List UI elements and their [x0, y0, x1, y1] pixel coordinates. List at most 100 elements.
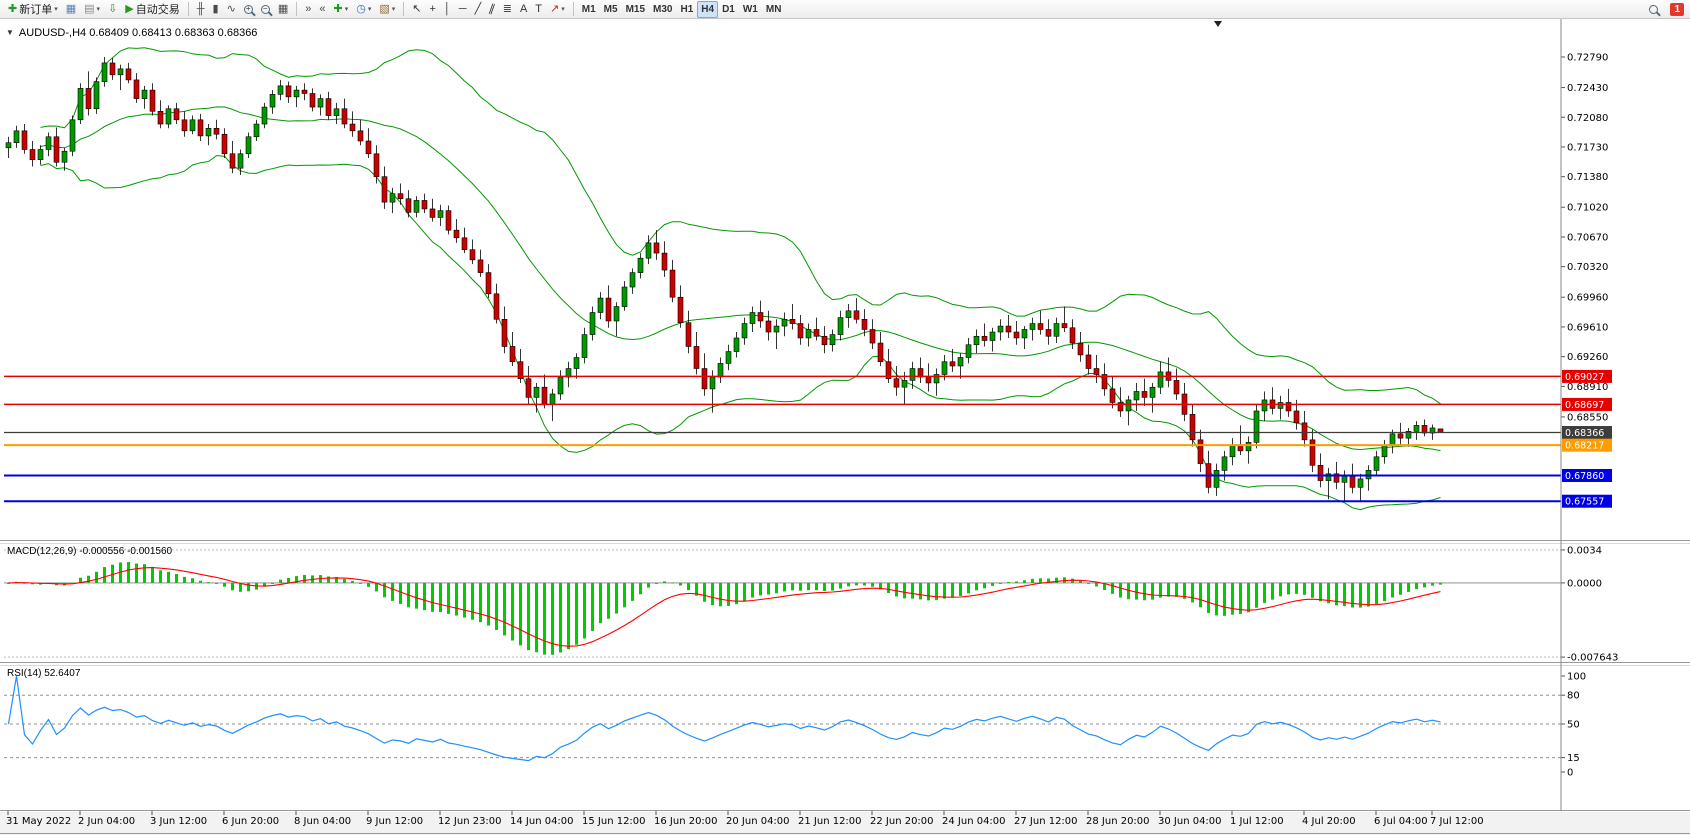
zoom-in-button[interactable]: + [240, 1, 257, 18]
chart-shift-icon: « [319, 2, 326, 15]
crosshair-button[interactable]: + [425, 1, 439, 18]
tf-d1[interactable]: D1 [718, 1, 739, 18]
profiles-icon: ▤ [84, 2, 95, 15]
svg-text:1 Jul 12:00: 1 Jul 12:00 [1230, 816, 1284, 827]
tf-d1-label: D1 [722, 3, 735, 15]
tf-mn-label: MN [765, 3, 782, 15]
svg-text:28 Jun 20:00: 28 Jun 20:00 [1086, 816, 1150, 827]
autotrading-play-icon: ▶ [125, 2, 134, 15]
svg-text:0.68366: 0.68366 [1565, 428, 1604, 439]
svg-text:15 Jun 12:00: 15 Jun 12:00 [582, 816, 646, 827]
svg-text:6 Jul 04:00: 6 Jul 04:00 [1374, 816, 1428, 827]
candlestick-icon: ▮ [212, 2, 219, 15]
channel-icon: ∥ [487, 1, 497, 16]
tf-h1[interactable]: H1 [676, 1, 697, 18]
caret-down-icon: ▾ [367, 6, 372, 13]
caret-down-icon: ▾ [344, 6, 349, 13]
new-order-button-label: 新订单 [19, 4, 53, 16]
trendline-button[interactable]: ╱ [471, 1, 486, 18]
candlestick-chart-button[interactable]: ▮ [209, 1, 223, 18]
macd-panel[interactable] [4, 549, 1561, 658]
svg-text:0.68550: 0.68550 [1567, 412, 1608, 423]
tf-m5-label: M5 [603, 3, 618, 15]
zoom-out-button[interactable]: − [257, 1, 274, 18]
svg-text:-0.007643: -0.007643 [1567, 653, 1618, 664]
svg-text:0.70670: 0.70670 [1567, 232, 1608, 243]
chart-shift-button[interactable]: « [315, 1, 329, 18]
cursor-button[interactable]: ↖ [408, 1, 425, 18]
chart-shift-marker[interactable] [1214, 21, 1222, 27]
vertical-line-button[interactable]: │ [440, 1, 455, 18]
periods-button[interactable]: ◷ ▾ [352, 1, 375, 18]
tf-h4-label: H4 [701, 3, 715, 15]
line-chart-icon: ∿ [226, 2, 236, 15]
svg-text:8 Jun 04:00: 8 Jun 04:00 [294, 816, 351, 827]
svg-text:0: 0 [1567, 768, 1573, 779]
one-click-trading-toggle[interactable]: ▼ [6, 28, 14, 37]
svg-text:0.72430: 0.72430 [1567, 83, 1608, 94]
svg-text:7 Jul 12:00: 7 Jul 12:00 [1430, 816, 1484, 827]
svg-text:0.0000: 0.0000 [1567, 578, 1602, 589]
svg-text:0.67557: 0.67557 [1565, 497, 1604, 508]
svg-text:0.70320: 0.70320 [1567, 262, 1608, 273]
autoscroll-button[interactable]: » [301, 1, 315, 18]
fibonacci-icon: ≣ [502, 2, 512, 15]
tf-m1-label: M1 [581, 3, 596, 15]
svg-text:80: 80 [1567, 691, 1580, 702]
templates-button[interactable]: ▧ ▾ [375, 1, 399, 18]
price-level-tag: 0.68217 [1562, 438, 1612, 452]
svg-text:0.71730: 0.71730 [1567, 142, 1608, 153]
tf-m5[interactable]: M5 [600, 1, 622, 18]
text-button[interactable]: A [516, 1, 531, 18]
tf-w1-label: W1 [742, 3, 758, 15]
svg-text:0.68910: 0.68910 [1567, 382, 1608, 393]
rsi-label: RSI(14) 52.6407 [7, 668, 81, 679]
toolbar-right: 1 [1645, 1, 1686, 18]
main-chart-panel[interactable] [4, 21, 1561, 511]
tf-m30[interactable]: M30 [649, 1, 676, 18]
periods-clock-icon: ◷ [356, 2, 366, 15]
search-button[interactable] [1645, 1, 1662, 18]
line-chart-button[interactable]: ∿ [223, 1, 240, 18]
price-scale[interactable]: 0.72790 0.72430 0.72080 0.71730 0.71380 0.710… [1561, 52, 1618, 779]
chart-header: ▼ AUDUSD-,H4 0.68409 0.68413 0.68363 0.6… [6, 27, 257, 39]
svg-text:0.67860: 0.67860 [1565, 471, 1604, 482]
svg-text:0.71020: 0.71020 [1567, 203, 1608, 214]
arrows-button[interactable]: ↗ ▾ [546, 1, 569, 18]
notification-badge[interactable]: 1 [1670, 2, 1684, 16]
price-level-tag: 0.69027 [1562, 369, 1612, 383]
tf-m1[interactable]: M1 [578, 1, 600, 18]
tf-m15[interactable]: M15 [622, 1, 649, 18]
tf-h4[interactable]: H4 [697, 0, 719, 18]
tile-windows-button[interactable]: ▦ [274, 1, 292, 18]
zoom-out-icon: − [260, 4, 270, 14]
svg-text:20 Jun 04:00: 20 Jun 04:00 [726, 816, 790, 827]
svg-text:3 Jun 12:00: 3 Jun 12:00 [150, 816, 207, 827]
text-icon: A [519, 2, 528, 15]
rsi-panel[interactable] [4, 675, 1561, 762]
autotrading-button[interactable]: ▶ 自动交易 [121, 1, 183, 18]
bar-chart-button[interactable]: ╫ [193, 1, 209, 18]
chart-symbol-ohlc: AUDUSD-,H4 0.68409 0.68413 0.68363 0.683… [18, 27, 258, 39]
trendline-icon: ╱ [474, 2, 482, 15]
svg-text:0.68697: 0.68697 [1565, 400, 1604, 411]
tf-mn[interactable]: MN [762, 1, 786, 18]
fibonacci-button[interactable]: ≣ [499, 1, 516, 18]
time-axis[interactable]: 31 May 2022 2 Jun 04:00 3 Jun 12:00 6 Jun 2… [6, 811, 1484, 827]
data-window-button[interactable]: ⇩ [104, 1, 121, 18]
profiles-button[interactable]: ▤ ▾ [80, 1, 104, 18]
label-button[interactable]: T [531, 1, 546, 18]
svg-text:0.69027: 0.69027 [1565, 372, 1604, 383]
svg-text:15: 15 [1567, 753, 1580, 764]
new-chart-button[interactable]: ▦ [62, 1, 80, 18]
channel-button[interactable]: ∥ [485, 1, 499, 18]
svg-text:24 Jun 04:00: 24 Jun 04:00 [942, 816, 1006, 827]
indicators-button[interactable]: ✚ ▾ [329, 1, 352, 18]
svg-text:14 Jun 04:00: 14 Jun 04:00 [510, 816, 574, 827]
tile-windows-icon: ▦ [277, 2, 289, 15]
tf-w1[interactable]: W1 [739, 1, 762, 18]
horizontal-line-button[interactable]: ─ [455, 1, 471, 18]
svg-text:21 Jun 12:00: 21 Jun 12:00 [798, 816, 862, 827]
new-order-button[interactable]: ✚ 新订单 ▾ [4, 1, 62, 18]
